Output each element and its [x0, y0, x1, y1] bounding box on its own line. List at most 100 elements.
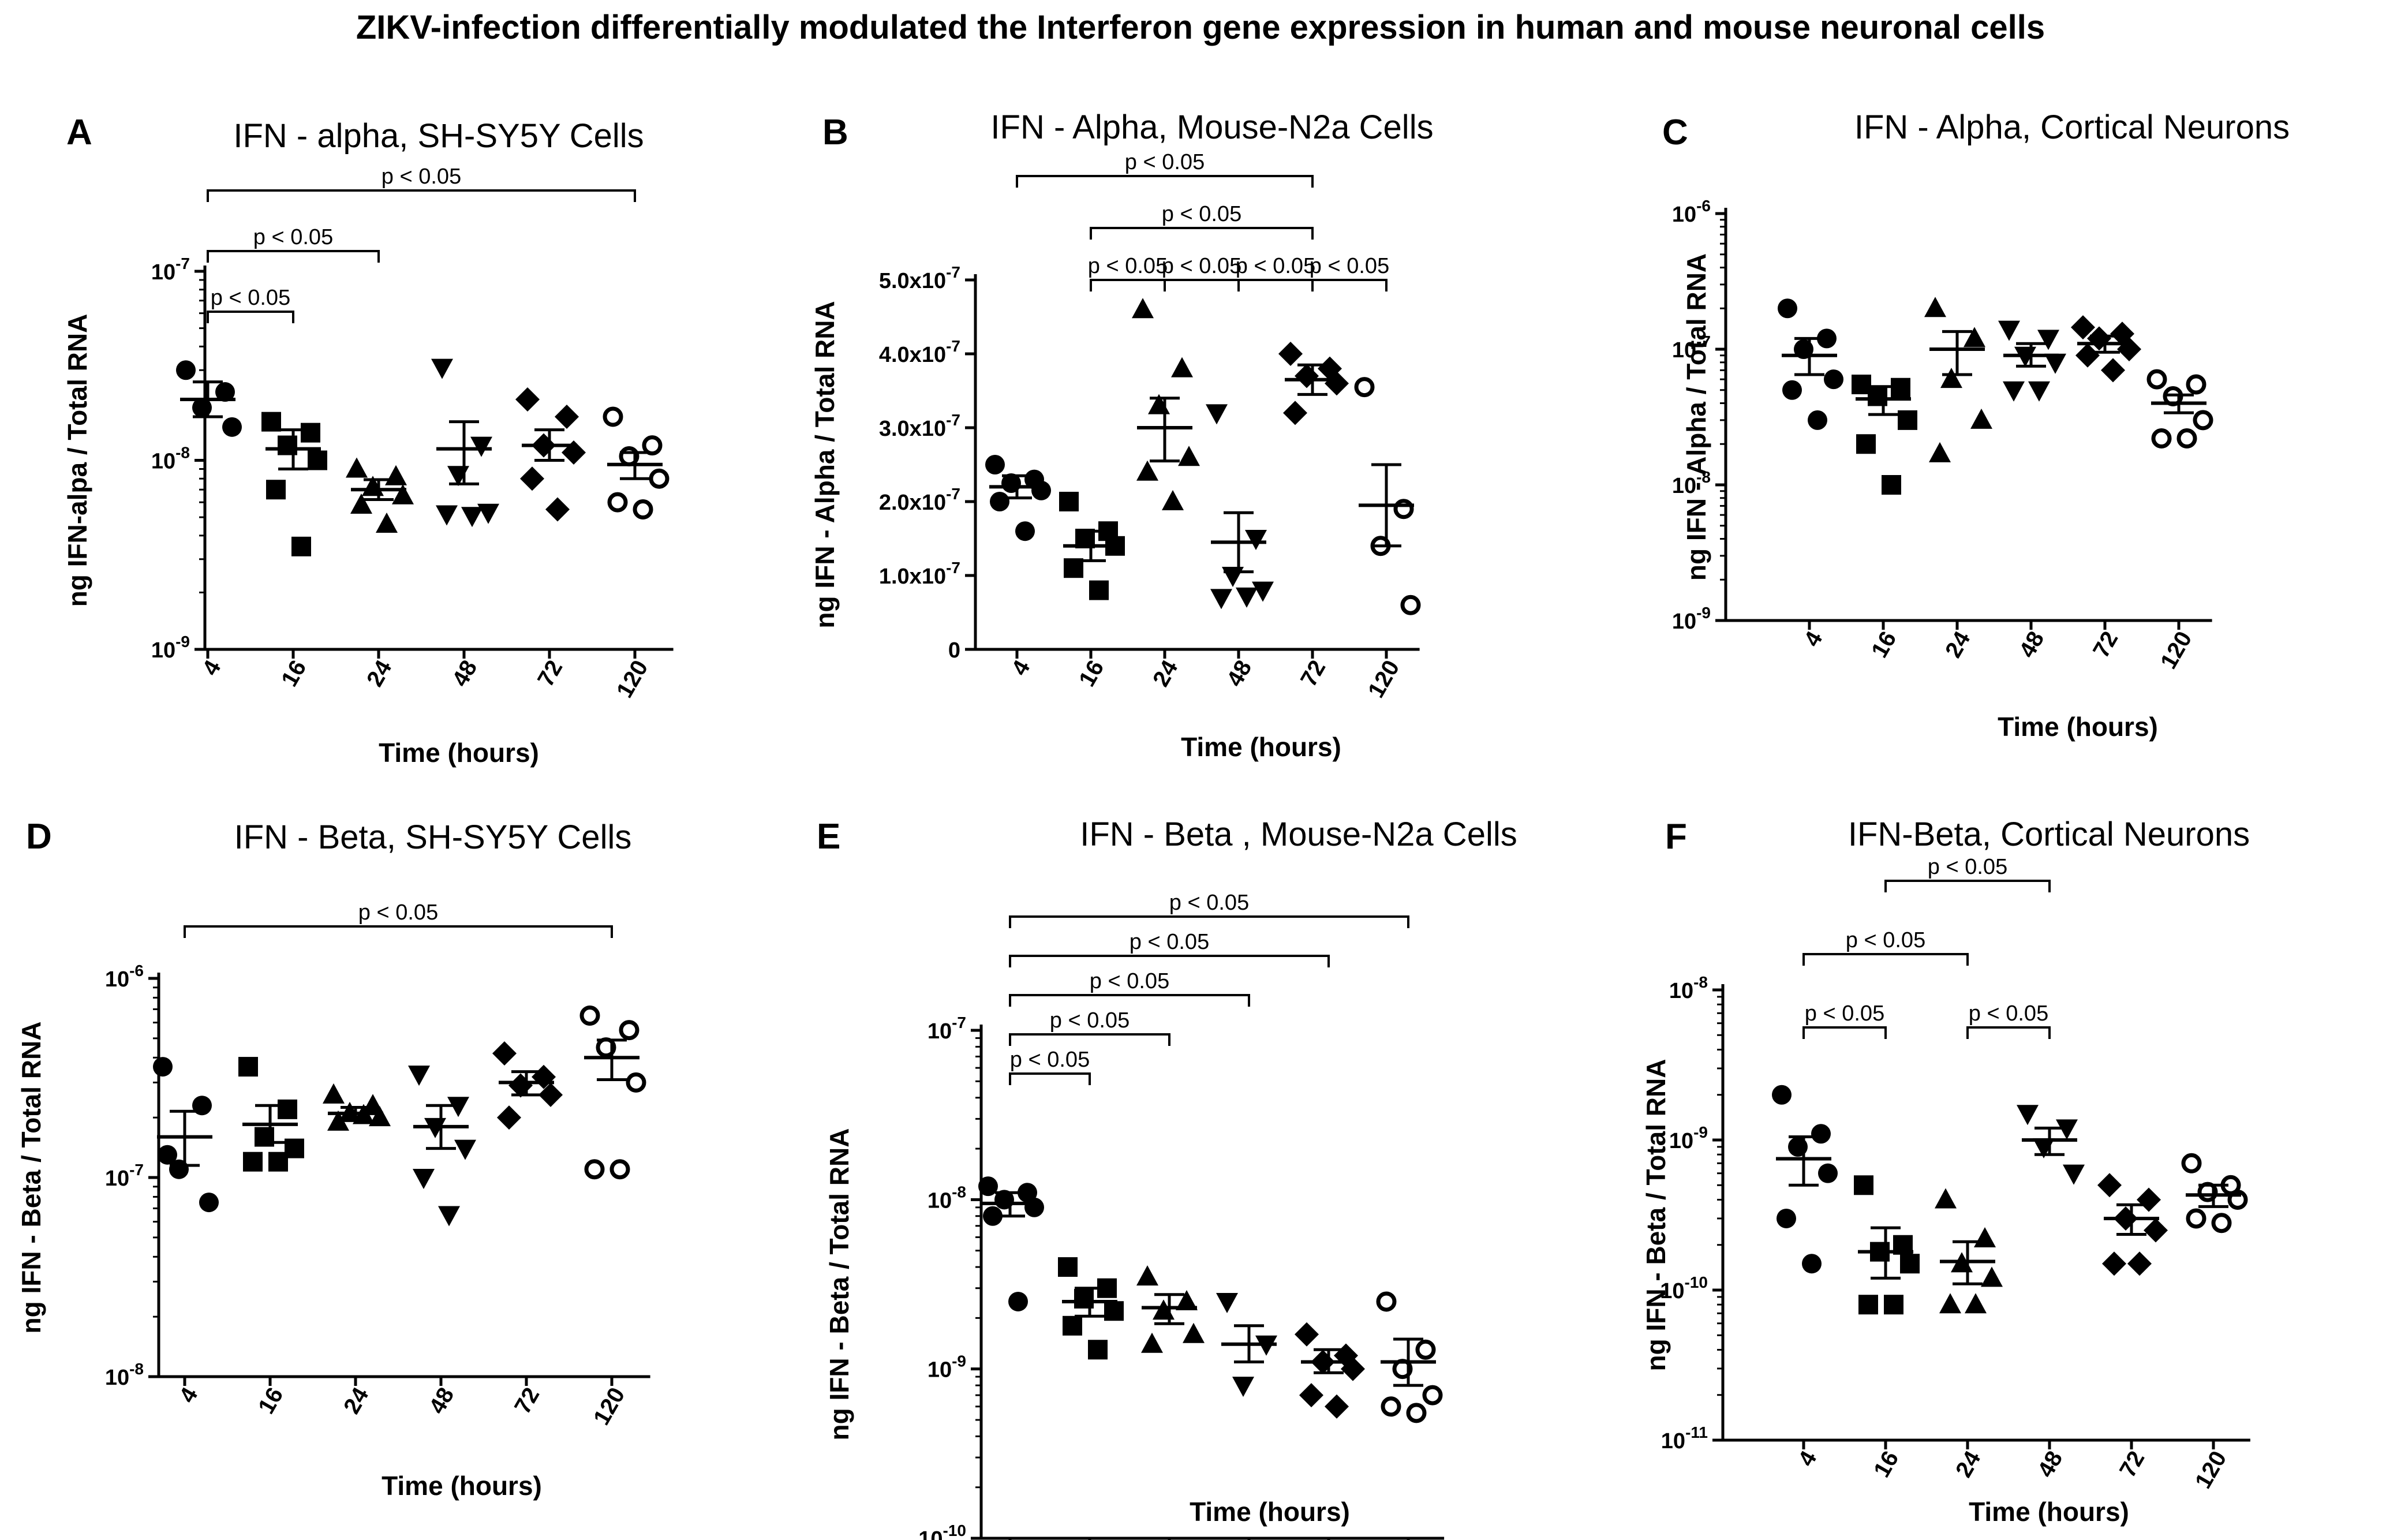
data-point [392, 484, 414, 504]
data-point [153, 1057, 173, 1077]
data-point [1216, 1292, 1238, 1313]
data-point [1856, 434, 1876, 454]
data-point [2097, 1173, 2122, 1198]
panel-title: IFN-Beta, Cortical Neurons [1848, 816, 2250, 853]
data-point [327, 1110, 349, 1131]
data-point [985, 455, 1005, 474]
data-point [291, 536, 311, 556]
significance-bracket: p < 0.05 [1236, 254, 1315, 291]
significance-bracket: p < 0.05 [207, 165, 636, 202]
data-point [1898, 410, 1917, 430]
data-point [1811, 1124, 1831, 1144]
data-point [1998, 320, 2020, 341]
y-tick-label: 10-9 [1669, 1123, 1708, 1153]
data-point [1818, 1163, 1838, 1183]
panel-letter: A [66, 113, 92, 152]
data-point [609, 1159, 630, 1180]
data-point [1278, 342, 1303, 366]
data-point [1325, 1394, 1349, 1419]
y-axis-title: ng IFN - Beta / Total RNA [824, 1128, 854, 1441]
data-point [438, 1206, 460, 1227]
data-point [515, 387, 540, 412]
significance-label: p < 0.05 [1805, 1001, 1884, 1026]
data-point [492, 1041, 517, 1066]
y-tick-label: 10-6 [1672, 197, 1711, 227]
x-tick-label: 16 [1867, 627, 1901, 663]
y-axis-title: ng IFN - Alpha / Total RNA [810, 301, 840, 628]
data-point [1031, 480, 1051, 500]
panel-title: IFN - Beta , Mouse-N2a Cells [1080, 816, 1517, 853]
data-point [1415, 1339, 1436, 1360]
y-tick-label: 3.0x10-7 [879, 411, 960, 441]
data-point [447, 1097, 469, 1117]
significance-bracket: p < 0.05 [1009, 1048, 1091, 1085]
x-axis-title: Time (hours) [379, 738, 539, 768]
x-axis-title: Time (hours) [1190, 1497, 1350, 1527]
data-point [1376, 1291, 1397, 1312]
x-axis-title: Time (hours) [1181, 732, 1341, 762]
data-point [308, 450, 327, 470]
data-point [633, 499, 653, 520]
data-point [1283, 401, 1307, 425]
data-point [454, 1139, 476, 1160]
x-tick-label: 24 [362, 656, 397, 691]
y-tick-label: 10-8 [1672, 468, 1711, 498]
data-point [176, 360, 196, 380]
panel-letter: D [26, 817, 52, 857]
y-tick-label: 10-10 [918, 1522, 966, 1540]
x-tick-label: 72 [510, 1384, 544, 1419]
data-point [1782, 380, 1802, 400]
significance-bracket: p < 0.05 [1009, 891, 1409, 928]
data-point [1252, 581, 1274, 602]
data-point [2211, 1213, 2232, 1234]
significance-bracket: p < 0.05 [1009, 930, 1330, 967]
y-tick-label: 10-7 [928, 1014, 966, 1044]
data-point [1206, 404, 1228, 425]
data-point [2028, 381, 2050, 402]
significance-label: p < 0.05 [1125, 150, 1205, 174]
y-tick-label: 4.0x10-7 [879, 337, 960, 367]
data-point [579, 1006, 600, 1026]
significance-label: p < 0.05 [1088, 254, 1168, 278]
data-point [1400, 595, 1421, 615]
data-point [1939, 1293, 1961, 1314]
significance-bracket: p < 0.05 [184, 900, 613, 938]
y-tick-label: 10-9 [928, 1352, 966, 1382]
data-point [1802, 1254, 1822, 1274]
y-tick-label: 10-8 [928, 1183, 966, 1213]
y-tick-label: 1.0x10-7 [879, 559, 960, 589]
x-axis-title: Time (hours) [1998, 712, 2158, 742]
data-point [266, 480, 286, 500]
significance-label: p < 0.05 [1010, 1048, 1090, 1072]
data-point [408, 1066, 430, 1086]
data-point [1924, 297, 1946, 317]
data-point [626, 1072, 646, 1093]
panel-b: B IFN - Alpha, Mouse-N2a Cells 0 1.0x10-7 2.… [810, 109, 1434, 762]
x-tick-label: 48 [1222, 656, 1256, 691]
y-tick-label: 10-10 [1660, 1273, 1708, 1303]
data-point [2146, 369, 2167, 390]
data-point [1393, 499, 1414, 519]
significance-bracket: p < 0.05 [1090, 202, 1314, 240]
y-tick-label: 10-8 [151, 444, 190, 474]
data-point [2144, 1218, 2168, 1243]
x-tick-label: 48 [424, 1384, 459, 1419]
data-point [538, 1082, 563, 1107]
panel-title: IFN - Beta, SH-SY5Y Cells [234, 818, 632, 856]
data-point [2181, 1153, 2202, 1173]
data-point [385, 465, 407, 485]
panel-c: C IFN - Alpha, Cortical Neurons 10-9 10-8 10… [1662, 109, 2290, 742]
data-point [1008, 1291, 1028, 1311]
x-tick-label: 16 [1074, 656, 1109, 691]
panel-letter: E [817, 817, 840, 857]
figure-title: ZIKV-infection differentially modulated … [356, 9, 2045, 46]
data-point [2044, 353, 2066, 374]
data-point [2176, 428, 2197, 449]
data-point [158, 1145, 177, 1165]
y-tick-label: 10-7 [151, 255, 190, 285]
data-point [1940, 368, 1962, 388]
data-point [431, 358, 453, 379]
data-point [1178, 446, 1200, 466]
data-point [1935, 1188, 1957, 1209]
data-point [1965, 1293, 1987, 1314]
